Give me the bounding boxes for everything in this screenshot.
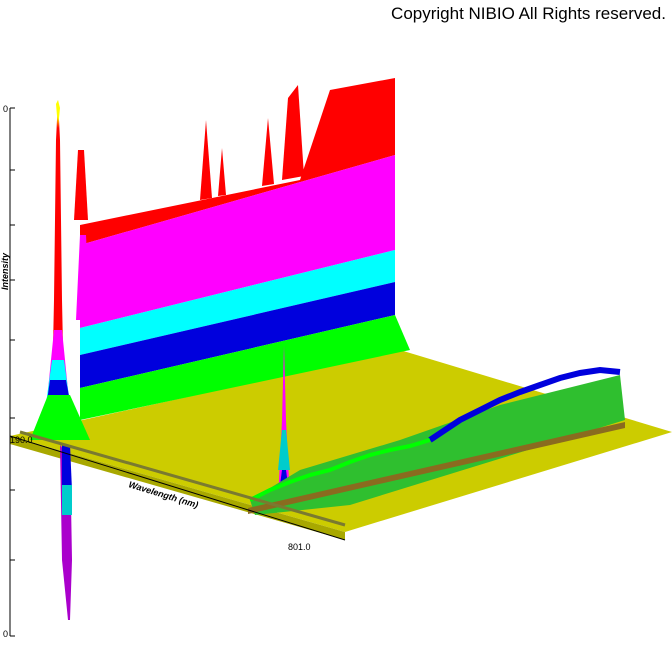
band-magenta <box>80 155 395 328</box>
x-tick-end: 801.0 <box>288 542 311 552</box>
front-peak <box>30 100 90 440</box>
band-cyan <box>80 250 395 355</box>
y-tick-bottom: 0 <box>3 629 8 639</box>
y-axis-label: Intensity <box>0 252 10 290</box>
red-spikes <box>200 85 304 200</box>
intensity-axis <box>9 107 15 637</box>
diagonal-gridline <box>19 430 346 527</box>
baseline-stripe <box>248 422 625 514</box>
noise-region <box>249 366 625 515</box>
y-tick-top: 0 <box>3 104 8 114</box>
copyright-notice: Copyright NIBIO All Rights reserved. <box>391 4 666 23</box>
x-tick-start: 190.0 <box>10 435 33 445</box>
band-red <box>80 78 395 245</box>
negative-peak <box>60 445 72 620</box>
band-blue <box>80 282 395 388</box>
wavelength-axis <box>9 435 346 541</box>
band-green <box>80 315 410 420</box>
